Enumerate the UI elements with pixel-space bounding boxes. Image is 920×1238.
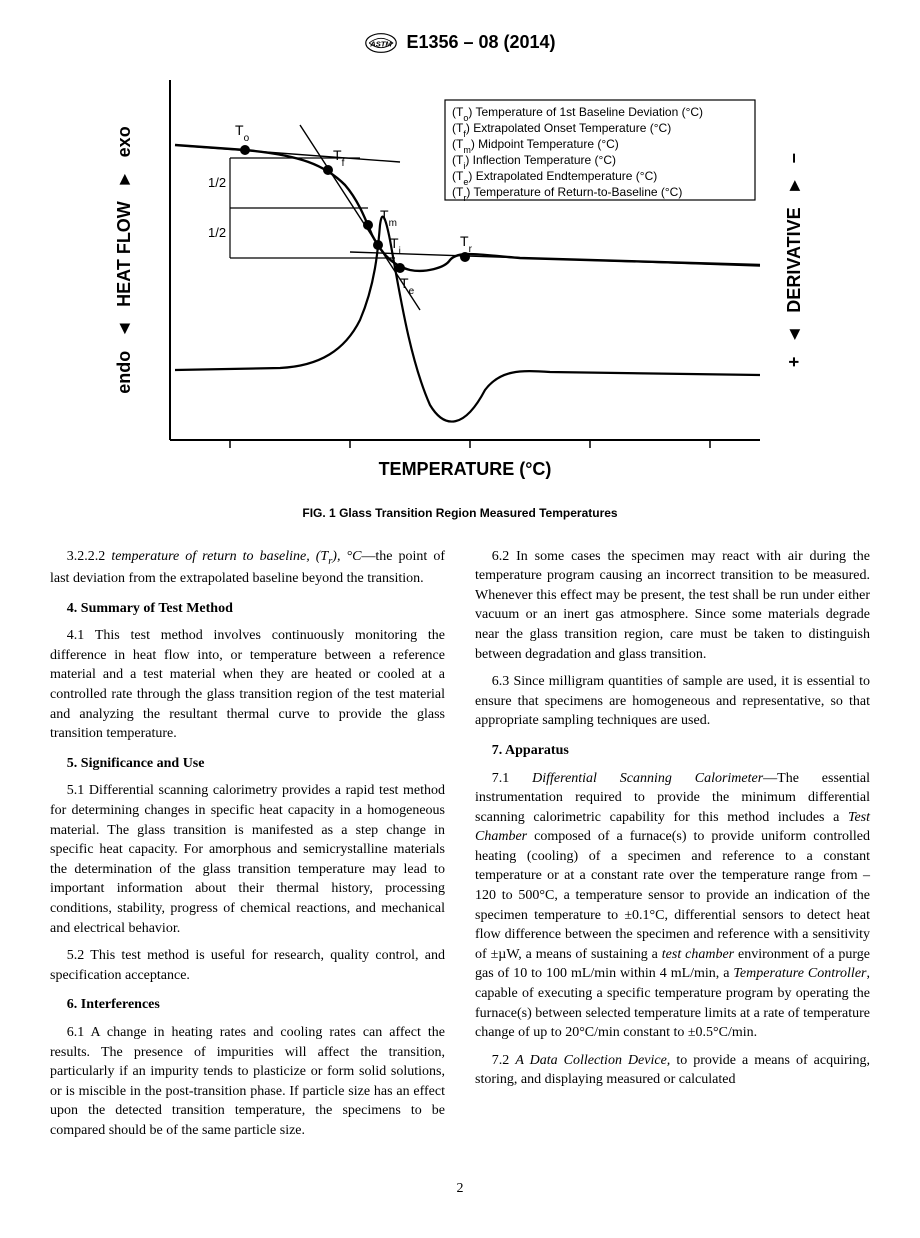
para-61: 6.1 A change in heating rates and coolin…	[50, 1023, 445, 1141]
para-51: 5.1 Differential scanning calorimetry pr…	[50, 781, 445, 938]
para-3222: 3.2.2.2 temperature of return to baselin…	[50, 547, 445, 589]
svg-text:endo ◄ HEAT FLOW: endo ◄ HEAT FLOW ► exo	[114, 126, 134, 393]
heading-6: 6. Interferences	[50, 995, 445, 1015]
heading-4: 4. Summary of Test Method	[50, 599, 445, 619]
page-header: ASTM E1356 – 08 (2014)	[50, 30, 870, 55]
designation: E1356 – 08 (2014)	[406, 30, 555, 55]
heading-7: 7. Apparatus	[475, 741, 870, 761]
astm-logo-icon: ASTM	[364, 32, 398, 54]
glass-transition-chart: endo ◄ HEAT FLOW ► exo + ◄ DERIVATIVE ► …	[100, 70, 820, 490]
heading-5: 5. Significance and Use	[50, 754, 445, 774]
para-72: 7.2 A Data Collection Device, to provide…	[475, 1051, 870, 1090]
para-71: 7.1 Differential Scanning Calorimeter—Th…	[475, 769, 870, 1043]
body-columns: 3.2.2.2 temperature of return to baselin…	[50, 547, 870, 1149]
para-62: 6.2 In some cases the specimen may react…	[475, 547, 870, 665]
page-number: 2	[50, 1179, 870, 1199]
para-52: 5.2 This test method is useful for resea…	[50, 946, 445, 985]
xaxis-label: TEMPERATURE (°C)	[379, 459, 552, 479]
svg-text:+ ◄ DERIVATIVE: + ◄ DERIVATIVE ► −	[784, 153, 804, 367]
para-63: 6.3 Since milligram quantities of sample…	[475, 672, 870, 731]
figure-1: endo ◄ HEAT FLOW ► exo + ◄ DERIVATIVE ► …	[100, 70, 820, 521]
half-label-upper: 1/2	[208, 175, 226, 190]
para-41: 4.1 This test method involves continuous…	[50, 626, 445, 744]
svg-text:ASTM: ASTM	[370, 39, 393, 48]
half-label-lower: 1/2	[208, 225, 226, 240]
right-column: 6.2 In some cases the specimen may react…	[475, 547, 870, 1149]
left-column: 3.2.2.2 temperature of return to baselin…	[50, 547, 445, 1149]
figure-caption: FIG. 1 Glass Transition Region Measured …	[100, 505, 820, 522]
